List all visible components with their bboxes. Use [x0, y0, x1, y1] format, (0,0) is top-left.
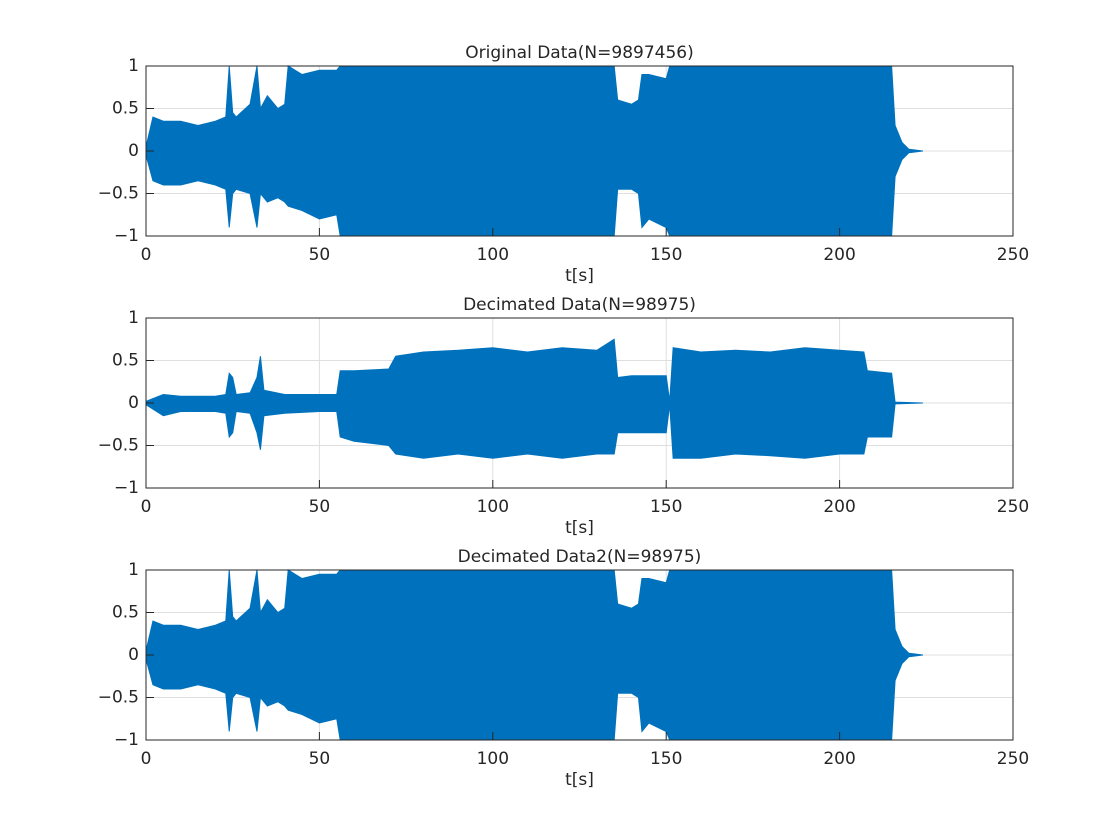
x-tick-label: 50	[309, 497, 331, 517]
x-tick-label: 50	[309, 245, 331, 265]
x-tick-label: 150	[650, 497, 682, 517]
y-tick-label: 0.5	[112, 603, 139, 623]
x-tick-label: 200	[823, 497, 855, 517]
x-tick-label: 0	[141, 497, 152, 517]
y-tick-label: 1	[128, 308, 139, 328]
x-tick-label: 250	[997, 749, 1029, 769]
waveform-envelope	[145, 338, 923, 404]
x-tick-label: 200	[823, 245, 855, 265]
x-tick-label: 250	[997, 497, 1029, 517]
x-axis-label: t[s]	[565, 518, 594, 538]
y-tick-label: −0.5	[98, 688, 139, 708]
x-tick-label: 100	[477, 497, 509, 517]
y-tick-label: 0	[128, 645, 139, 665]
y-tick-label: −1	[114, 730, 139, 750]
y-tick-label: −0.5	[98, 436, 139, 456]
x-tick-label: 0	[141, 245, 152, 265]
x-tick-label: 150	[650, 749, 682, 769]
y-tick-label: 0.5	[112, 99, 139, 119]
y-tick-label: −1	[114, 226, 139, 246]
y-tick-label: 0	[128, 141, 139, 161]
y-tick-label: 0.5	[112, 351, 139, 371]
chart-title: Decimated Data(N=98975)	[463, 295, 696, 315]
y-tick-label: 0	[128, 393, 139, 413]
y-tick-label: −0.5	[98, 184, 139, 204]
x-axis-label: t[s]	[565, 770, 594, 790]
x-axis-label: t[s]	[565, 266, 594, 286]
x-tick-label: 0	[141, 749, 152, 769]
y-tick-label: 1	[128, 560, 139, 580]
chart-title: Decimated Data2(N=98975)	[458, 547, 702, 567]
y-tick-label: −1	[114, 478, 139, 498]
waveform-envelope	[145, 402, 923, 459]
x-tick-label: 100	[477, 245, 509, 265]
x-tick-label: 50	[309, 749, 331, 769]
x-tick-label: 100	[477, 749, 509, 769]
x-tick-label: 150	[650, 245, 682, 265]
chart-title: Original Data(N=9897456)	[465, 43, 693, 63]
x-tick-label: 200	[823, 749, 855, 769]
y-tick-label: 1	[128, 56, 139, 76]
x-tick-label: 250	[997, 245, 1029, 265]
